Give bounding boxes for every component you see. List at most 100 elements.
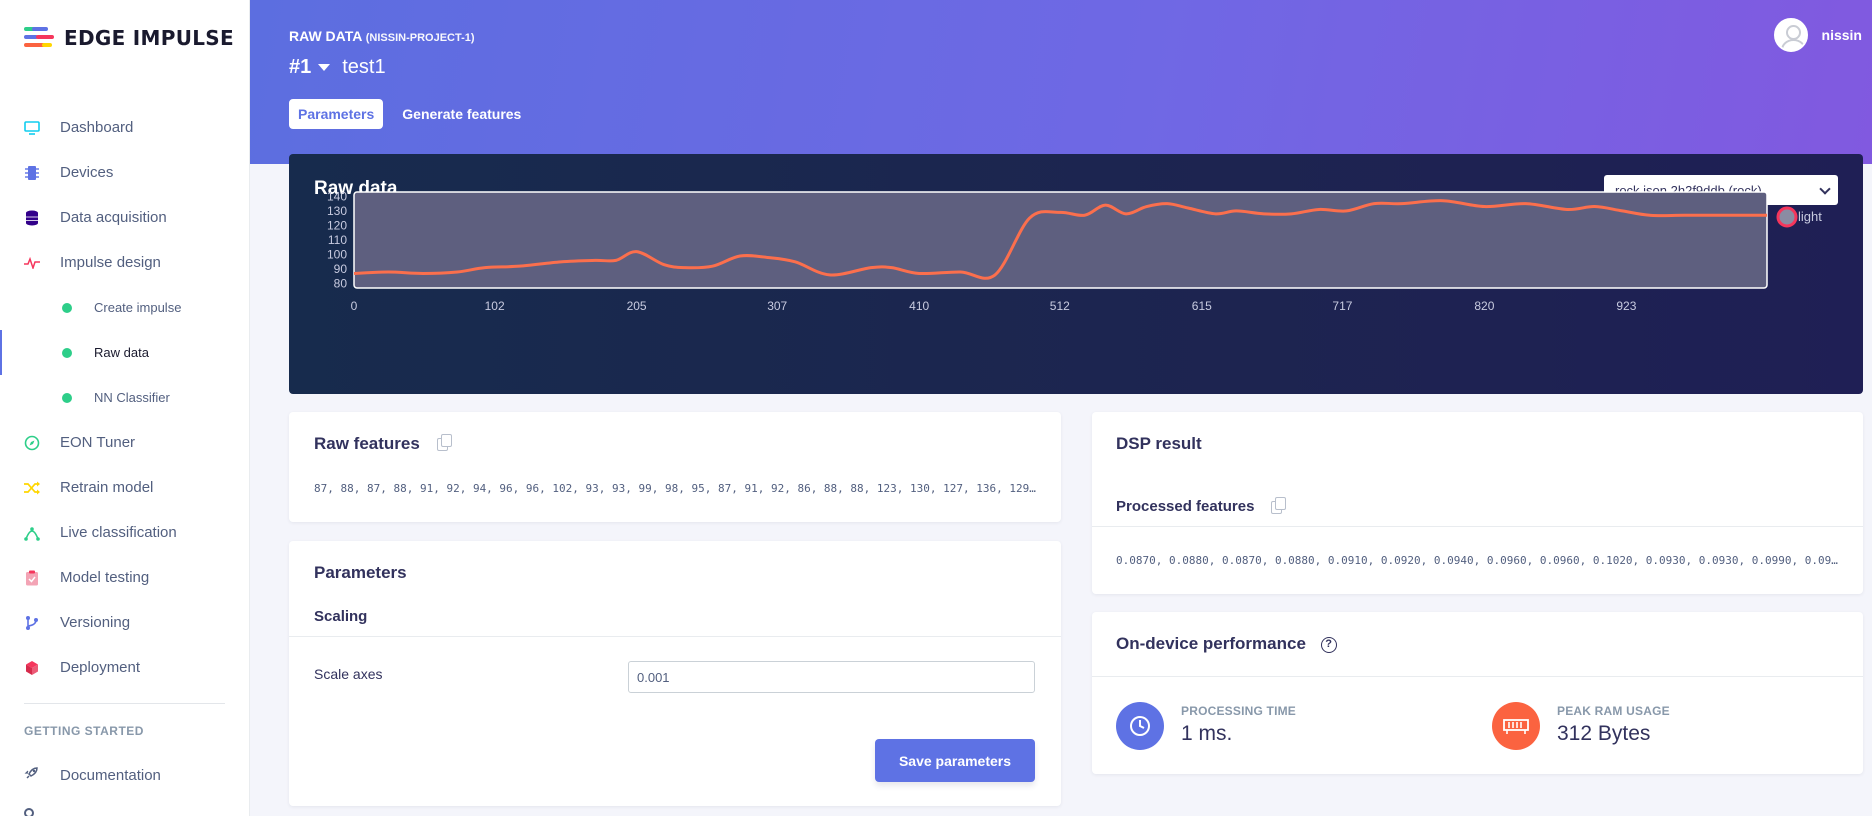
breadcrumb-project: (NISSIN-PROJECT-1) — [365, 32, 475, 44]
sidebar-item-documentation[interactable]: Documentation — [24, 765, 161, 785]
tab-generate-features[interactable]: Generate features — [402, 106, 522, 122]
sidebar-item-label: Model testing — [60, 569, 150, 586]
sidebar-item-label: Impulse design — [60, 254, 161, 271]
x-tick-label: 410 — [909, 299, 929, 313]
sidebar-item-label: EON Tuner — [60, 434, 136, 451]
impulse-name: test1 — [342, 56, 386, 78]
y-tick-label: 90 — [334, 262, 348, 276]
sidebar-item-eon-tuner[interactable]: EON Tuner — [0, 420, 250, 465]
x-tick-label: 717 — [1332, 299, 1352, 313]
sidebar-item-label: Documentation — [60, 766, 161, 784]
breadcrumb-title: RAW DATA — [289, 28, 362, 44]
sidebar-item-model-testing[interactable]: Model testing — [0, 555, 250, 600]
parameters-card: Parameters Scaling Scale axes 0.001 Save… — [289, 541, 1061, 806]
sidebar-item-label: Raw data — [94, 345, 149, 360]
status-dot-icon — [62, 392, 72, 403]
processed-features-header: Processed features — [1116, 496, 1286, 515]
sidebar-item-label: Deployment — [60, 659, 141, 676]
sidebar-item-impulse-design[interactable]: Impulse design — [0, 240, 250, 285]
section-divider — [1092, 676, 1863, 677]
x-tick-label: 205 — [627, 299, 647, 313]
sidebar-item-label: Create impulse — [94, 300, 182, 315]
y-tick-label: 100 — [327, 248, 347, 262]
x-tick-label: 307 — [767, 299, 787, 313]
parameters-title: Parameters — [314, 563, 407, 582]
status-dot-icon — [62, 347, 72, 358]
memory-icon — [1492, 702, 1540, 750]
sidebar-item-deployment[interactable]: Deployment — [0, 645, 250, 690]
copy-icon[interactable] — [436, 434, 452, 452]
x-tick-label: 0 — [351, 299, 358, 313]
raw-features-values: 87, 88, 87, 88, 91, 92, 94, 96, 96, 102,… — [314, 482, 1036, 495]
clock-icon — [1116, 702, 1164, 750]
sidebar-item-label: Retrain model — [60, 479, 154, 496]
sidebar-subitem-create-impulse[interactable]: Create impulse — [0, 285, 250, 330]
logo-text: EDGE IMPULSE — [64, 26, 234, 50]
x-tick-label: 512 — [1050, 299, 1070, 313]
sidebar-subitem-raw-data[interactable]: Raw data — [0, 330, 250, 375]
sidebar-item-label: Versioning — [60, 614, 131, 631]
processed-features-title: Processed features — [1116, 498, 1255, 515]
impulse-number: #1 — [289, 56, 312, 78]
tab-bar: Parameters Generate features — [289, 99, 530, 129]
sidebar-subitem-nn-classifier[interactable]: NN Classifier — [0, 375, 250, 420]
dsp-result-title: DSP result — [1116, 434, 1202, 453]
y-tick-label: 110 — [328, 233, 347, 247]
x-tick-label: 820 — [1474, 299, 1494, 313]
clipboard-icon — [24, 570, 40, 586]
scaling-section-title: Scaling — [314, 608, 368, 625]
sidebar-item-versioning[interactable]: Versioning — [0, 600, 250, 645]
performance-header: On-device performance ? — [1116, 634, 1337, 654]
processing-time-label: PROCESSING TIME — [1181, 704, 1297, 718]
sidebar-item-data-acquisition[interactable]: Data acquisition — [0, 195, 250, 240]
raw-data-card: Raw data rock.json.2h2f9ddb (rock) 80 90 1… — [289, 154, 1863, 394]
logo[interactable]: EDGE IMPULSE — [24, 26, 234, 50]
raw-features-card: Raw features 87, 88, 87, 88, 91, 92, 94,… — [289, 412, 1061, 522]
caret-down-icon — [318, 64, 331, 71]
branch-icon — [24, 615, 40, 631]
legend-marker — [1776, 206, 1798, 228]
copy-icon[interactable] — [1270, 496, 1286, 514]
raw-features-header: Raw features — [314, 434, 452, 454]
user-menu[interactable]: nissin — [1773, 18, 1862, 52]
peak-ram-label: PEAK RAM USAGE — [1557, 704, 1670, 718]
x-tick-label: 615 — [1192, 299, 1212, 313]
x-tick-label: 102 — [485, 299, 505, 313]
plot-area — [353, 191, 1768, 289]
impulse-selector[interactable]: #1 test1 — [289, 56, 386, 79]
cube-icon — [24, 660, 40, 676]
database-icon — [24, 210, 40, 226]
page-header: RAW DATA (NISSIN-PROJECT-1) #1 test1 Par… — [250, 0, 1872, 164]
x-tick-label: 923 — [1616, 299, 1636, 313]
chip-icon — [24, 165, 40, 181]
logo-icon — [24, 26, 56, 50]
sidebar-item-retrain-model[interactable]: Retrain model — [0, 465, 250, 510]
y-tick-label: 80 — [334, 277, 348, 291]
dsp-result-card: DSP result Processed features 0.0870, 0.… — [1092, 412, 1863, 594]
sidebar-item-partial-icon — [24, 808, 34, 816]
scale-axes-input[interactable]: 0.001 — [628, 661, 1035, 693]
help-icon[interactable]: ? — [1320, 636, 1337, 653]
status-dot-icon — [62, 302, 72, 313]
sidebar-item-devices[interactable]: Devices — [0, 150, 250, 195]
y-tick-label: 120 — [327, 218, 347, 232]
compass-icon — [24, 435, 40, 451]
sidebar: EDGE IMPULSE Dashboard Devices Data acqu… — [0, 0, 250, 816]
tab-parameters[interactable]: Parameters — [289, 99, 384, 129]
section-divider — [1092, 526, 1863, 527]
sidebar-item-dashboard[interactable]: Dashboard — [0, 105, 250, 150]
shuffle-icon — [24, 480, 40, 496]
sidebar-nav: Dashboard Devices Data acquisition Impul… — [0, 105, 250, 690]
save-parameters-button[interactable]: Save parameters — [875, 739, 1035, 782]
user-name: nissin — [1821, 27, 1862, 43]
performance-card: On-device performance ? PROCESSING TIME … — [1092, 612, 1863, 774]
performance-title: On-device performance — [1116, 634, 1306, 653]
sidebar-divider — [24, 703, 225, 704]
processing-time-value: 1 ms. — [1181, 722, 1233, 745]
monitor-icon — [24, 120, 40, 136]
section-divider — [289, 636, 1061, 637]
sidebar-item-live-classification[interactable]: Live classification — [0, 510, 250, 555]
sidebar-item-label: Devices — [60, 164, 114, 181]
bezier-icon — [24, 525, 40, 541]
